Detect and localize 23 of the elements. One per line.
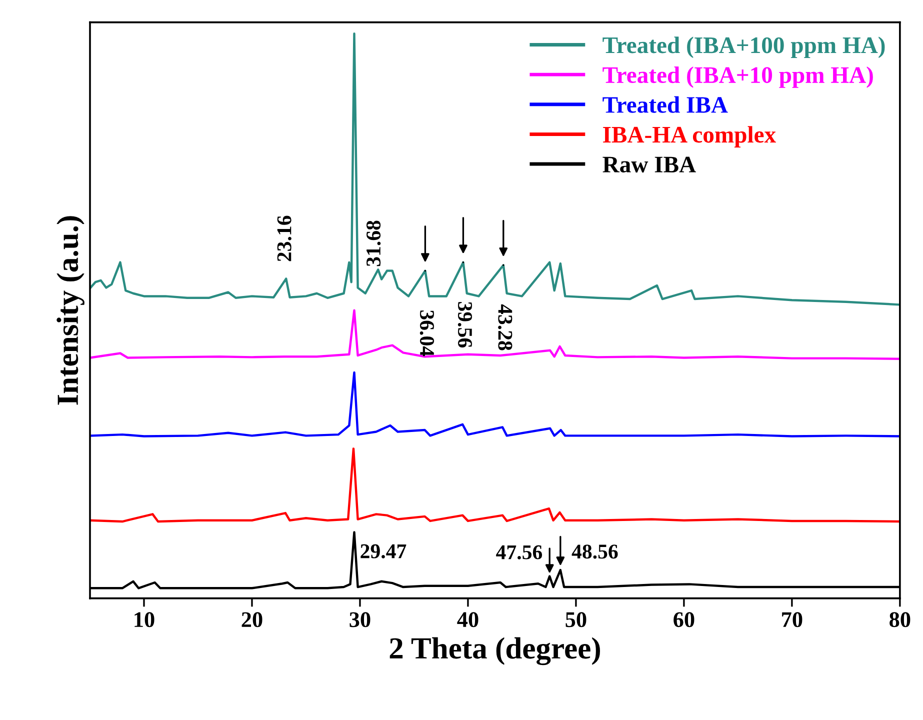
annotation: 39.56	[458, 302, 472, 348]
annotation: 29.47	[360, 544, 406, 558]
x-axis-title: 2 Theta (degree)	[390, 637, 600, 666]
x-tick-label: 40	[457, 612, 478, 628]
x-tick-label: 80	[890, 612, 910, 628]
annotation: 36.04	[420, 310, 434, 356]
legend-label: Raw IBA	[602, 156, 696, 173]
legend-label: Treated (IBA+10 ppm HA)	[602, 66, 873, 88]
x-tick-label: 10	[134, 612, 154, 628]
x-tick-label: 50	[566, 612, 586, 628]
annotation: 31.68	[366, 220, 381, 266]
x-tick-label: 70	[782, 612, 802, 628]
annotation: 43.28	[498, 304, 512, 350]
annotation: 48.56	[572, 544, 618, 559]
x-tick-label: 20	[242, 612, 262, 628]
x-tick-label: 60	[674, 612, 694, 628]
annotation: 47.56	[496, 545, 542, 560]
legend-label: Treated IBA	[602, 96, 728, 113]
y-axis-title: Intensity (a.u.)	[56, 216, 84, 405]
x-tick-label: 30	[350, 612, 370, 628]
annotation: 23.16	[277, 216, 292, 262]
legend-label: IBA-HA complex	[603, 126, 776, 148]
legend-label: Treated (IBA+100 ppm HA)	[602, 36, 885, 58]
